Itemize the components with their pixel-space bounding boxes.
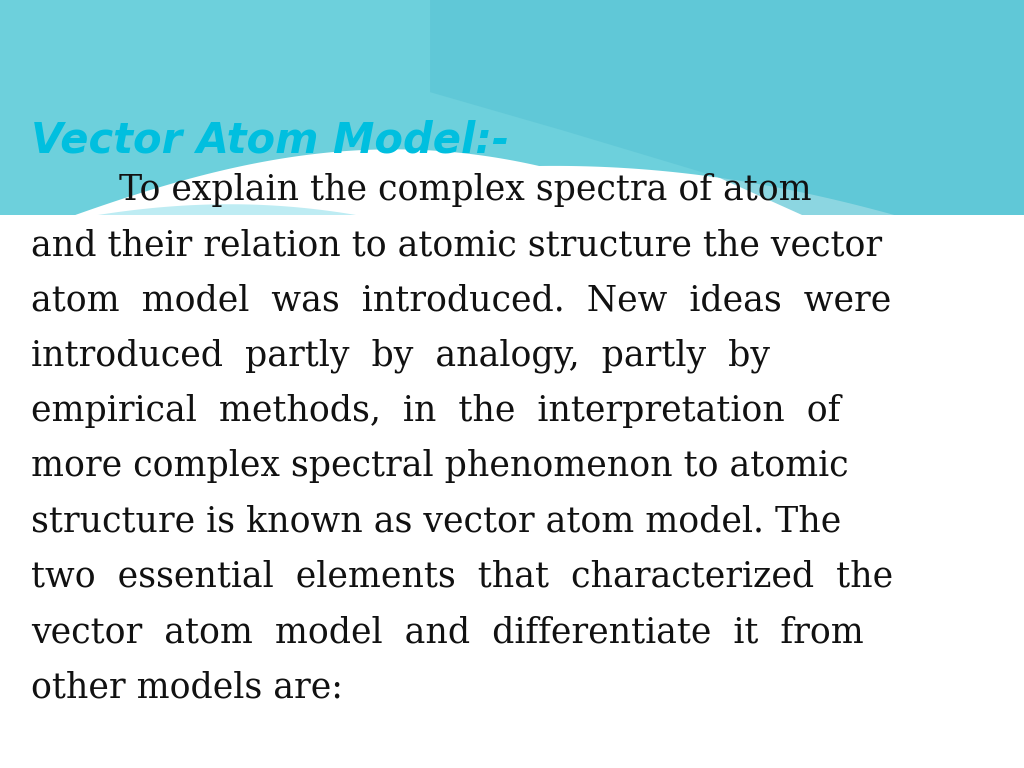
Polygon shape (0, 243, 1024, 462)
Text: other models are:: other models are: (31, 670, 343, 704)
Text: introduced  partly  by  analogy,  partly  by: introduced partly by analogy, partly by (31, 339, 770, 373)
Text: vector  atom  model  and  differentiate  it  from: vector atom model and differentiate it f… (31, 615, 863, 649)
Polygon shape (0, 215, 1024, 768)
Text: structure is known as vector atom model. The: structure is known as vector atom model.… (31, 505, 841, 538)
Polygon shape (430, 0, 1024, 292)
Text: To explain the complex spectra of atom: To explain the complex spectra of atom (31, 173, 811, 207)
Text: atom  model  was  introduced.  New  ideas  were: atom model was introduced. New ideas wer… (31, 283, 891, 317)
Text: two  essential  elements  that  characterized  the: two essential elements that characterize… (31, 560, 893, 594)
Text: Vector Atom Model:-: Vector Atom Model:- (31, 119, 509, 161)
Polygon shape (0, 261, 1024, 452)
Text: and their relation to atomic structure the vector: and their relation to atomic structure t… (31, 228, 882, 262)
Polygon shape (0, 0, 1024, 263)
Text: empirical  methods,  in  the  interpretation  of: empirical methods, in the interpretation… (31, 394, 840, 428)
Polygon shape (0, 149, 1024, 433)
Text: more complex spectral phenomenon to atomic: more complex spectral phenomenon to atom… (31, 449, 848, 483)
Polygon shape (0, 204, 1024, 482)
